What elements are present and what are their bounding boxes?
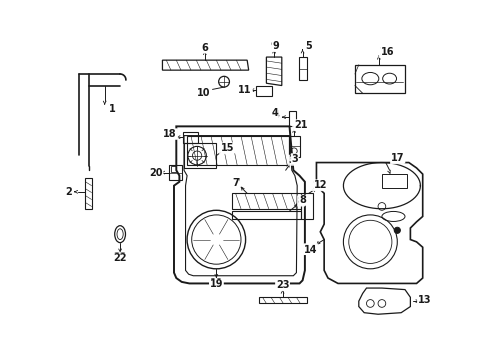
Text: 21: 21 — [292, 121, 305, 131]
Text: 17: 17 — [390, 154, 403, 164]
Text: 16: 16 — [380, 48, 393, 58]
Text: 15: 15 — [221, 143, 234, 153]
Text: 23: 23 — [275, 281, 289, 291]
Text: 23: 23 — [275, 280, 289, 290]
Text: 22: 22 — [113, 253, 126, 263]
Circle shape — [393, 227, 400, 233]
Text: 8: 8 — [297, 196, 304, 206]
Text: 16: 16 — [378, 48, 392, 58]
Text: 2: 2 — [65, 187, 72, 197]
Text: 12: 12 — [311, 181, 325, 191]
Text: 18: 18 — [164, 129, 177, 139]
Text: 2: 2 — [65, 187, 72, 197]
Text: 9: 9 — [272, 41, 279, 51]
Text: 20: 20 — [149, 167, 163, 177]
Text: 14: 14 — [303, 244, 316, 255]
Text: 12: 12 — [313, 180, 326, 190]
Text: 4: 4 — [271, 108, 278, 118]
Text: 1: 1 — [109, 104, 116, 114]
Text: 7: 7 — [232, 178, 239, 188]
Text: 11: 11 — [238, 85, 251, 95]
Text: 14: 14 — [304, 244, 317, 254]
Text: 5: 5 — [303, 41, 310, 51]
Text: 11: 11 — [238, 85, 252, 95]
Text: 13: 13 — [417, 296, 430, 306]
Text: 18: 18 — [163, 129, 177, 139]
Text: 3: 3 — [288, 155, 295, 165]
Text: 5: 5 — [305, 41, 311, 51]
Text: 6: 6 — [201, 43, 208, 53]
Text: 22: 22 — [113, 252, 126, 262]
Text: 8: 8 — [299, 195, 305, 205]
Text: 10: 10 — [196, 88, 209, 98]
Text: 13: 13 — [417, 295, 431, 305]
Text: 15: 15 — [219, 144, 233, 154]
Text: 7: 7 — [232, 177, 239, 188]
Text: 6: 6 — [201, 43, 208, 53]
Text: 19: 19 — [209, 279, 223, 289]
Text: 4: 4 — [272, 110, 279, 120]
Text: 17: 17 — [390, 153, 404, 163]
Text: 9: 9 — [270, 41, 277, 51]
Text: 10: 10 — [198, 88, 211, 98]
Text: 3: 3 — [291, 154, 298, 164]
Text: 1: 1 — [109, 104, 116, 114]
Text: 21: 21 — [294, 120, 307, 130]
Text: 19: 19 — [209, 278, 223, 288]
Text: 20: 20 — [148, 167, 162, 177]
